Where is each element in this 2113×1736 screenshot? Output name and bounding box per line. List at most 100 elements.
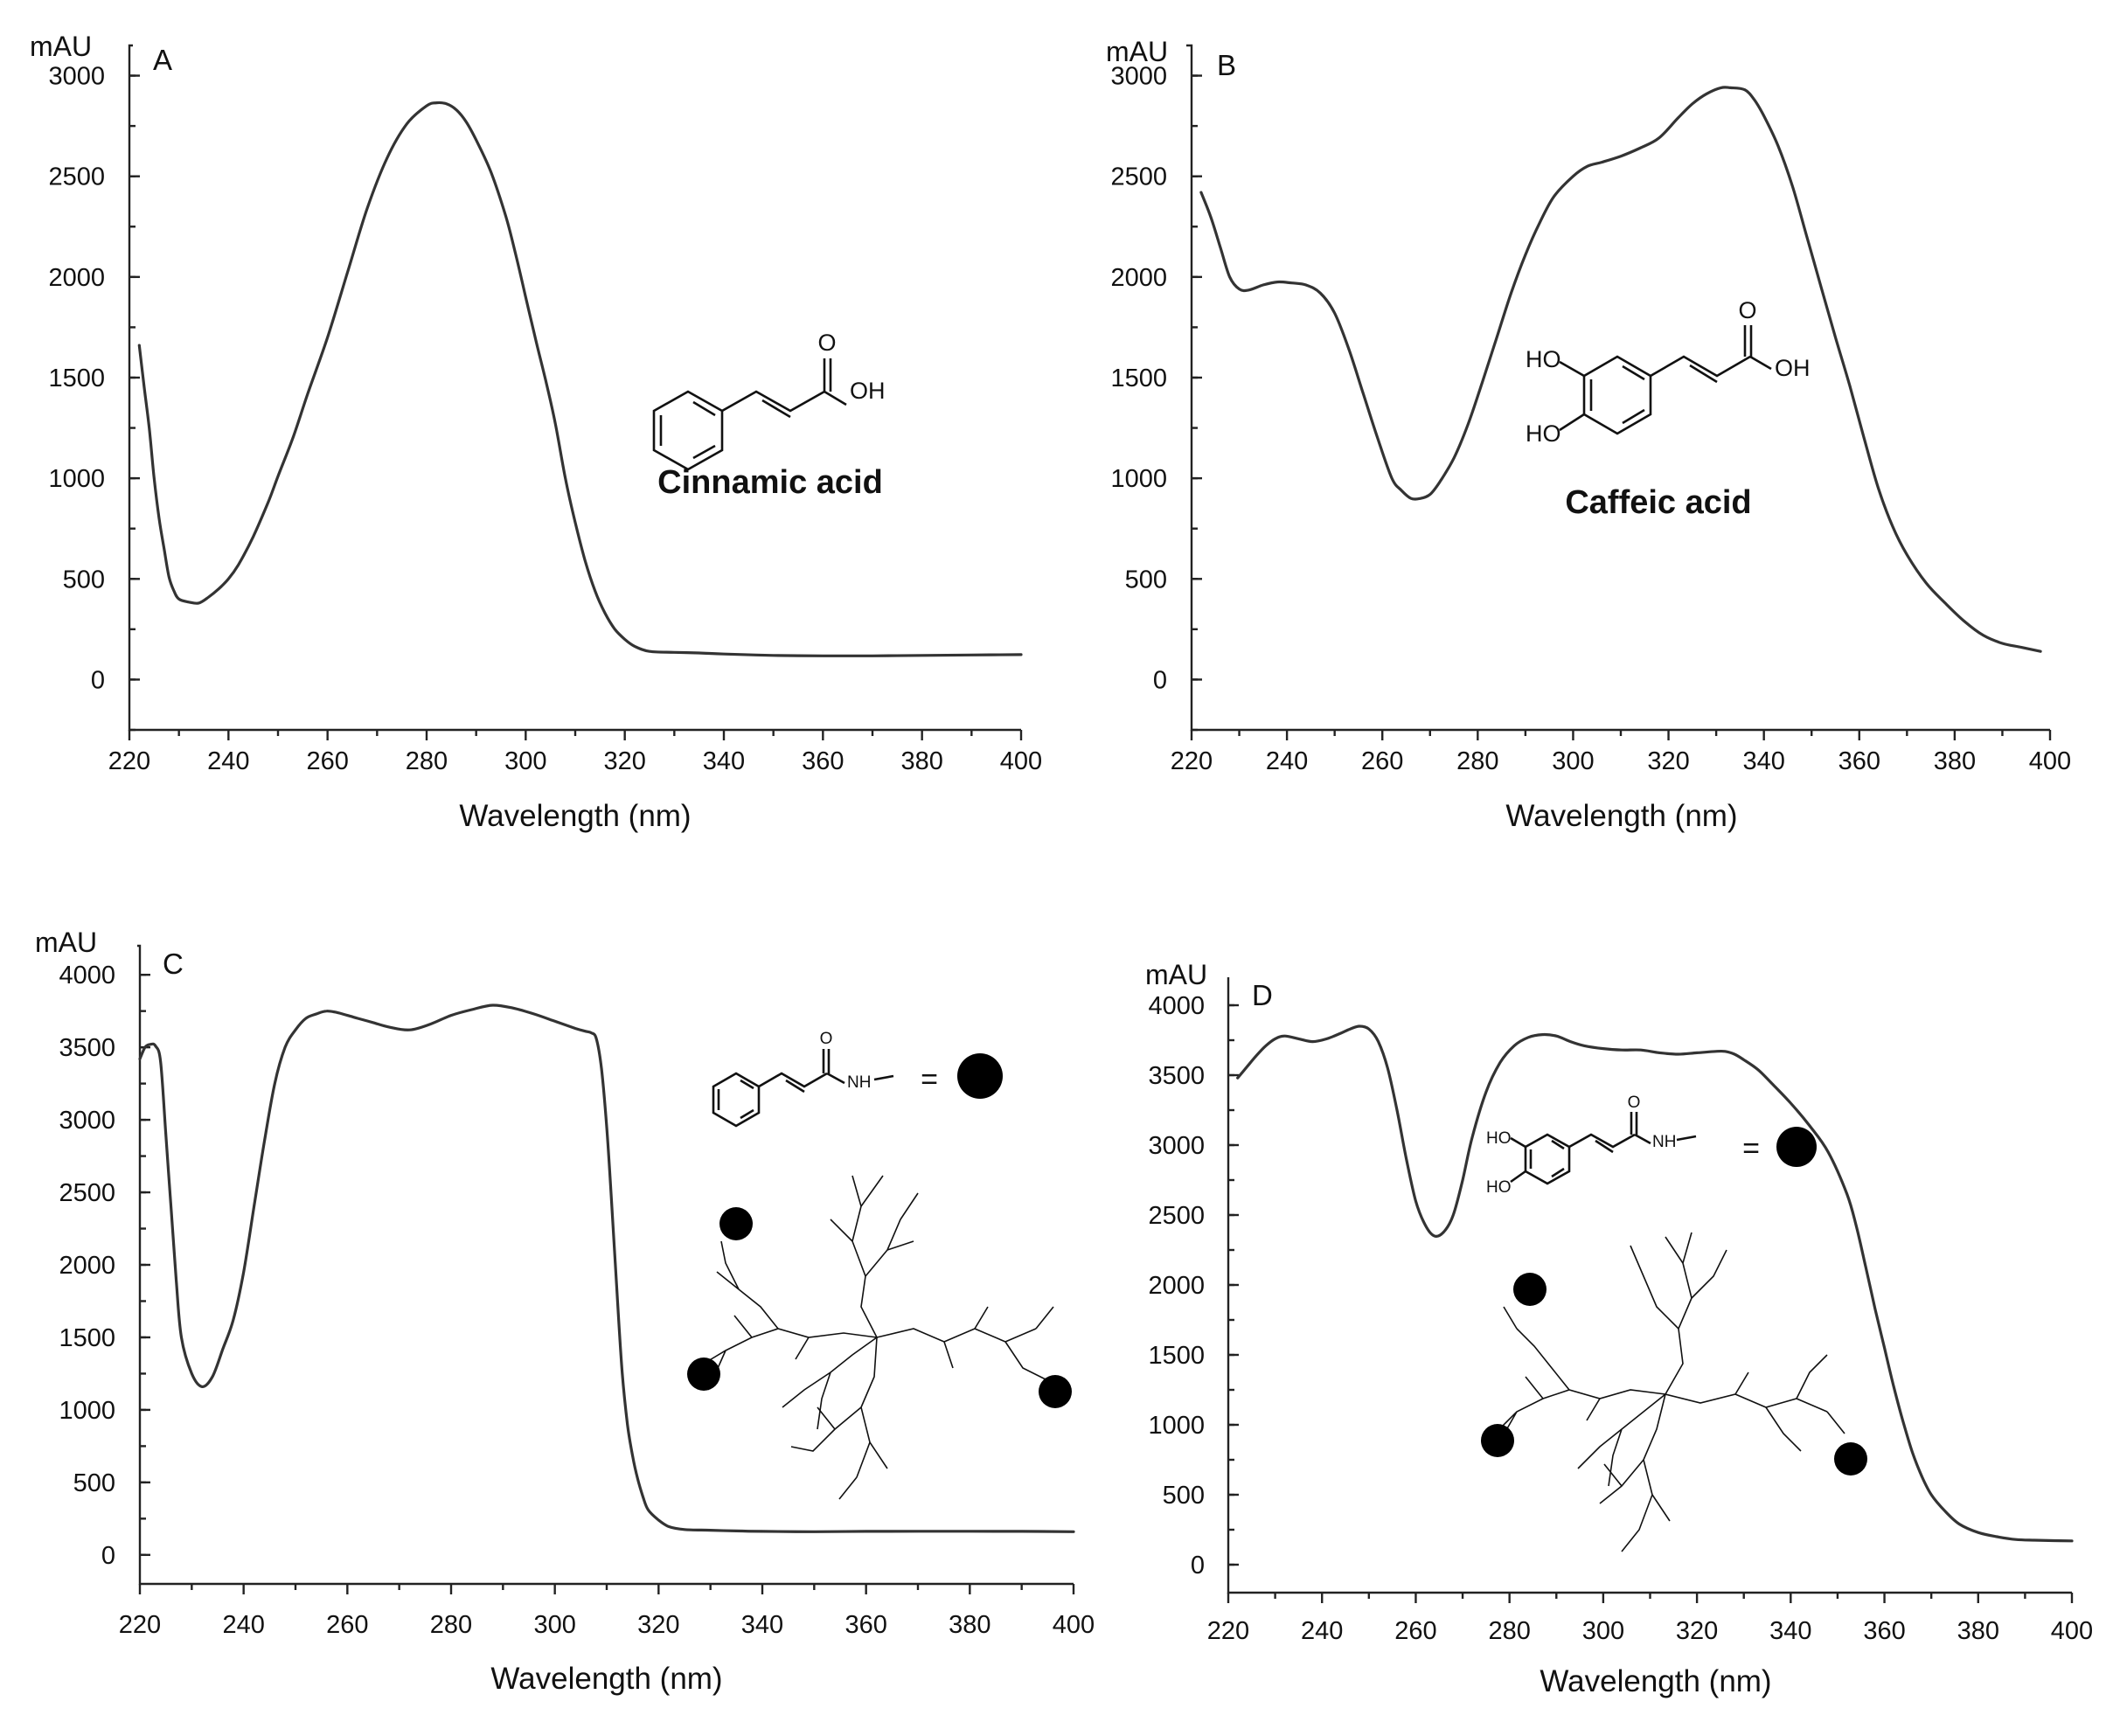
panel-c-y-tick-label: 2500 [59,1179,115,1207]
panel-b-ticks: 220 240 260 280 300 320 340 360 380 400 0 500 1000 15… [1110,63,2071,775]
panel-c-y-tick-label: 1000 [59,1397,115,1425]
panel-b-spectrum-line [1199,86,2042,653]
panel-d-x-tick-label: 280 [1488,1617,1530,1645]
panel-d-equals-sign: = [1742,1132,1760,1165]
panel-a-x-tick-label: 340 [703,747,745,775]
cinnamic-oh-label: OH [850,378,886,404]
panel-d-ticks: 220 240 260 280 300 320 340 360 380 4000500100015… [1148,992,2093,1645]
panel-b-compound-name: Caffeic acid [1565,484,1751,521]
panel-d-unit-label: mAU [1145,959,1207,990]
panel-b-y-tick-label: 2000 [1110,264,1167,292]
caffeoyl-ho-bottom-label: HO [1486,1178,1512,1197]
panel-c-unit-label: mAU [35,927,97,958]
panel-d-x-tick-label: 260 [1394,1617,1436,1645]
caffeic-ho-bottom-label: HO [1526,420,1561,447]
panel-c-y-tick-label: 3000 [59,1107,115,1135]
panel-a-axes: 220 240 260 280 300 320 340 360 380 400 0 500 1000 15… [48,44,1042,775]
panel-a-x-tick-label: 260 [306,747,348,775]
panel-d-x-tick-label: 360 [1863,1617,1905,1645]
panel-c-axis-frame [137,944,1074,1586]
panel-d-y-tick-label: 500 [1163,1482,1205,1510]
panel-d-y-tick-label: 1000 [1148,1412,1205,1440]
panel-a-x-tick-label: 320 [603,747,645,775]
panel-b-x-tick-label: 380 [1934,747,1976,775]
panel-c-equals-sign: = [921,1063,938,1096]
panel-c-x-tick-label: 280 [430,1611,472,1639]
panel-b-x-tick-label: 220 [1171,747,1213,775]
panel-d-y-tick-label: 2000 [1148,1272,1205,1300]
panel-c-letter: C [163,948,184,980]
panel-a: 220 240 260 280 300 320 340 360 380 400 0 500 1000 15… [30,31,1042,833]
panel-a-y-tick-label: 1500 [48,365,105,392]
panel-d-y-tick-label: 3000 [1148,1132,1205,1160]
panel-c-y-tick-label: 0 [101,1542,115,1570]
panel-a-y-tick-label: 1000 [48,465,105,493]
panel-c-ticks: 220 240 260 280 300 320 340 360 380 4000500100015… [59,962,1095,1639]
panel-a-x-tick-label: 280 [406,747,448,775]
panel-a-compound-name: Cinnamic acid [657,464,883,501]
panel-b-x-axis-title: Wavelength (nm) [1505,799,1737,833]
panel-a-spectrum-line [137,101,1023,657]
panel-c-y-tick-label: 2000 [59,1252,115,1280]
panel-c-x-tick-label: 300 [533,1611,575,1639]
panel-a-x-tick-label: 380 [900,747,942,775]
panel-b-y-tick-label: 0 [1153,666,1167,694]
panel-b-letter: B [1217,49,1236,81]
panel-b-axes: 220 240 260 280 300 320 340 360 380 400 0 500 1000 15… [1110,44,2071,775]
panel-d-dendrimer [1481,1232,1867,1552]
panel-b-axis-frame [1186,44,2050,732]
panel-b-x-tick-label: 260 [1361,747,1403,775]
panel-d-spectrum-line [1236,1024,2074,1543]
panel-a-y-tick-label: 2500 [48,163,105,191]
panel-a-y-tick-label: 500 [63,566,105,594]
cinnamoyl-o-label: O [820,1030,833,1048]
panel-c-legend-ball [957,1053,1003,1099]
panel-c-x-axis-title: Wavelength (nm) [490,1662,722,1696]
panel-a-unit-label: mAU [30,31,92,62]
panel-a-x-axis-title: Wavelength (nm) [459,799,691,833]
panel-b-y-tick-label: 2500 [1110,163,1167,191]
panel-d-x-tick-label: 380 [1957,1617,1999,1645]
caffeoyl-ho-top-label: HO [1486,1129,1512,1148]
panel-b-x-tick-label: 240 [1266,747,1308,775]
panel-a-x-tick-label: 220 [108,747,150,775]
cinnamic-o-label: O [817,330,836,356]
panel-d-y-tick-label: 3500 [1148,1062,1205,1090]
caffeic-acid-structure: HO HO O OH [1526,297,1811,447]
panel-c-conjugate-ball-2 [687,1358,720,1391]
panel-a-x-tick-label: 240 [207,747,249,775]
panel-d-y-tick-label: 1500 [1148,1342,1205,1370]
panel-d: 220 240 260 280 300 320 340 360 380 4000500100015… [1145,959,2093,1698]
panel-b-y-tick-label: 500 [1125,566,1167,594]
cinnamoyl-amide-structure: O NH = [712,1030,1003,1128]
panel-b-x-tick-label: 360 [1838,747,1880,775]
panel-d-x-tick-label: 220 [1207,1617,1249,1645]
panel-c-conjugate-ball-3 [1039,1375,1072,1408]
panel-d-conjugate-ball-3 [1834,1442,1867,1476]
panel-c-x-tick-label: 340 [741,1611,783,1639]
panel-b-y-tick-label: 1500 [1110,365,1167,392]
caffeoyl-o-label: O [1628,1094,1641,1112]
panel-c-x-tick-label: 320 [637,1611,679,1639]
panel-d-legend-ball [1776,1127,1817,1167]
panel-a-y-tick-label: 0 [91,666,105,694]
cinnamic-acid-structure: O OH [652,330,886,471]
caffeic-o-label: O [1738,297,1756,323]
panel-b-x-tick-label: 300 [1552,747,1594,775]
panel-c-axes: 220 240 260 280 300 320 340 360 380 4000500100015… [59,944,1095,1639]
panel-c-x-tick-label: 260 [326,1611,368,1639]
panel-d-x-tick-label: 240 [1301,1617,1343,1645]
panel-c-y-tick-label: 4000 [59,962,115,990]
panel-d-conjugate-ball-2 [1481,1424,1514,1457]
panel-c-x-tick-label: 360 [845,1611,886,1639]
panel-c-conjugate-ball-1 [719,1207,753,1240]
panel-b-y-tick-label: 1000 [1110,465,1167,493]
caffeoyl-amide-structure: HO HO O NH = [1486,1094,1817,1197]
cinnamoyl-nh-label: NH [847,1073,871,1092]
panel-b-y-tick-label: 3000 [1110,63,1167,91]
panel-c-spectrum-line [138,1003,1075,1533]
panel-b: 220 240 260 280 300 320 340 360 380 400 0 500 1000 15… [1106,36,2071,833]
panel-c-y-tick-label: 3500 [59,1034,115,1062]
panel-c-x-tick-label: 240 [222,1611,264,1639]
